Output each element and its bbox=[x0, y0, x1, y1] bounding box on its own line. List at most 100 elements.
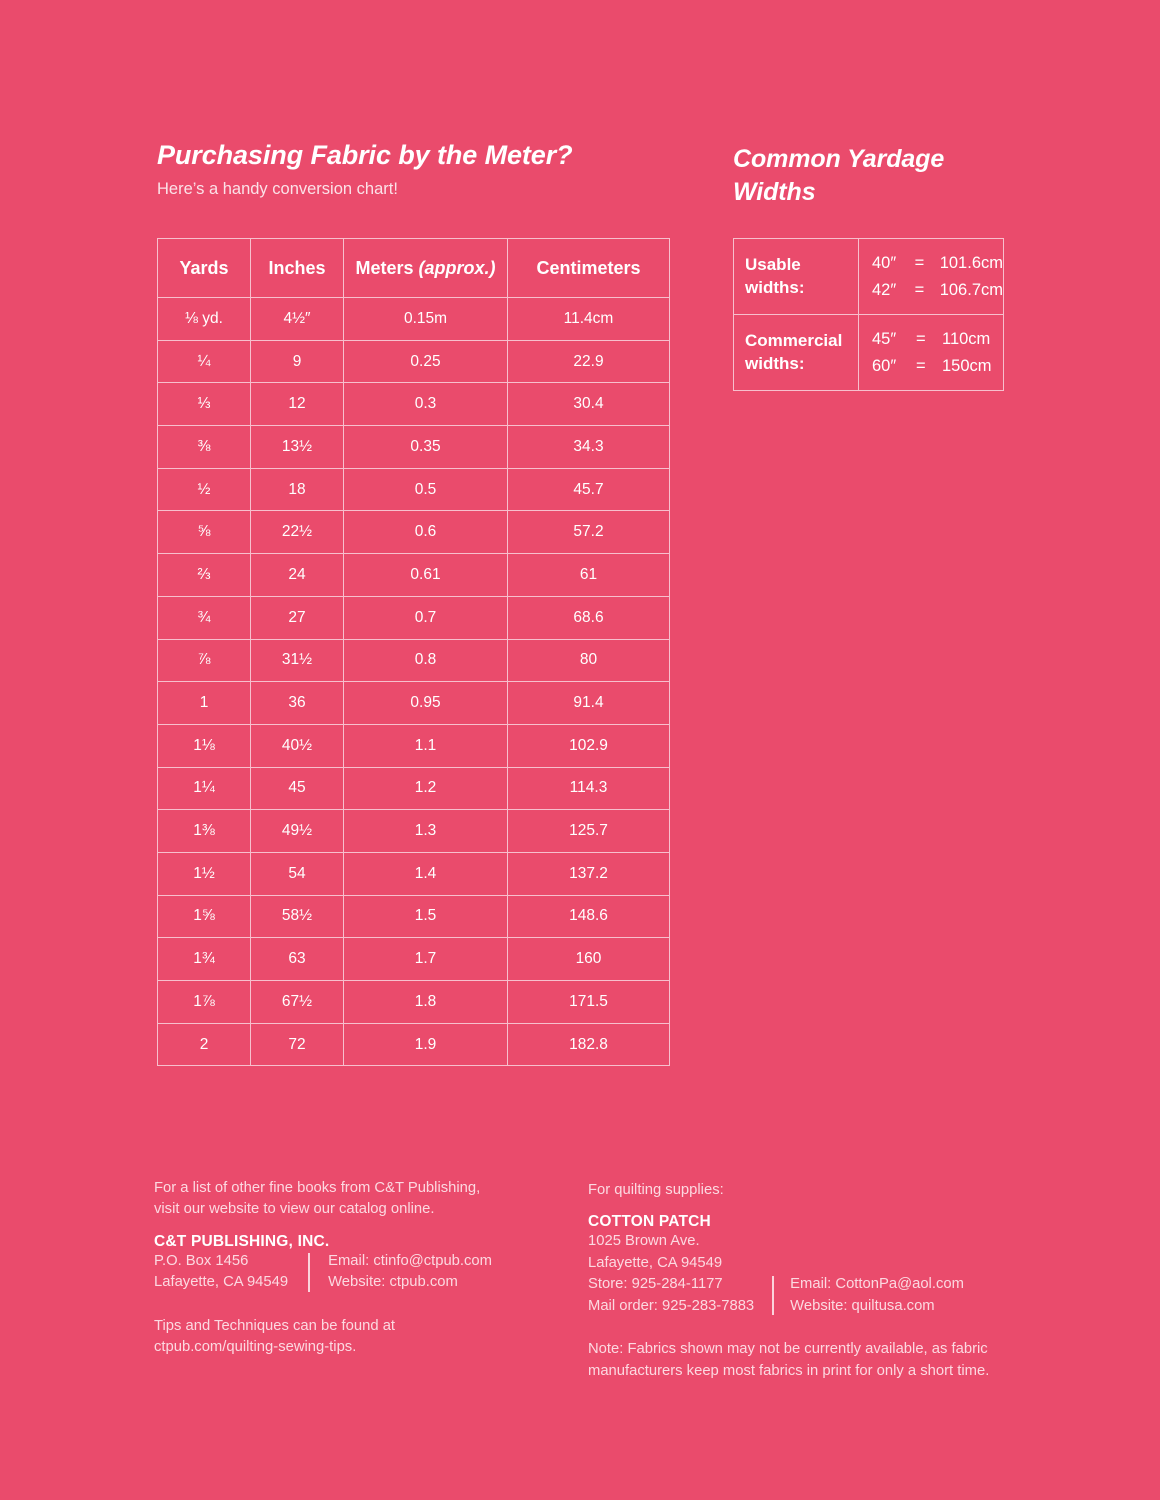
cell-yards: ⅜ bbox=[157, 425, 251, 469]
cell-inches: 18 bbox=[250, 467, 344, 512]
cell-centimeters: 148.6 bbox=[507, 894, 670, 939]
cell-yards: ¼ bbox=[157, 339, 251, 384]
ct-online-column: Email: ctinfo@ctpub.com Website: ctpub.c… bbox=[328, 1251, 492, 1294]
cell-centimeters: 34.3 bbox=[507, 425, 670, 469]
ct-address-line-2: Lafayette, CA 94549 bbox=[154, 1274, 289, 1291]
cell-meters: 0.25 bbox=[343, 339, 508, 384]
width-entry: 42″ = 106.7cm bbox=[872, 277, 1003, 304]
spacer bbox=[588, 1317, 1028, 1339]
cell-inches: 24 bbox=[250, 553, 344, 597]
cell-centimeters: 80 bbox=[507, 638, 670, 683]
right-section-heading-block: Common Yardage Widths bbox=[733, 143, 1003, 208]
widths-label: Commercial widths: bbox=[733, 314, 859, 391]
cell-yards: 1¼ bbox=[157, 766, 251, 811]
cell-meters: 1.8 bbox=[343, 980, 508, 1024]
column-header-meters-text: Meters bbox=[355, 257, 419, 278]
width-metric: 101.6cm bbox=[939, 254, 1003, 272]
cell-meters: 1.2 bbox=[343, 766, 508, 811]
cell-centimeters: 45.7 bbox=[507, 467, 670, 512]
yards-to-meters-conversion-table: Yards Inches Meters (approx.) Centimeter… bbox=[157, 238, 670, 1067]
width-equals: = bbox=[914, 280, 925, 299]
cell-inches: 12 bbox=[250, 382, 344, 427]
ct-company-name: C&T PUBLISHING, INC. bbox=[154, 1232, 330, 1250]
ct-tips-line-1: Tips and Techniques can be found at bbox=[154, 1317, 396, 1334]
footer-cotton-patch: For quilting supplies: COTTON PATCH 1025… bbox=[588, 1180, 1028, 1382]
page-subtitle: Here’s a handy conversion chart! bbox=[157, 180, 398, 199]
spacer bbox=[588, 1201, 1028, 1213]
table-row: ⅓ 12 0.3 30.4 bbox=[157, 382, 670, 427]
table-row: 1⅞ 67½ 1.8 171.5 bbox=[157, 980, 670, 1024]
cell-meters: 1.3 bbox=[343, 809, 508, 853]
cell-inches: 63 bbox=[250, 937, 344, 981]
table-row: 1¼ 45 1.2 114.3 bbox=[157, 766, 670, 811]
common-yardage-widths-table: Usable widths: 40″ = 101.6cm 42″ = 106.7cm Comm… bbox=[733, 238, 1004, 391]
width-equals: = bbox=[916, 330, 926, 348]
table-row: 1¾ 63 1.7 160 bbox=[157, 937, 670, 981]
table-row: ¼ 9 0.25 22.9 bbox=[157, 339, 670, 384]
cell-inches: 54 bbox=[250, 851, 344, 896]
cell-centimeters: 61 bbox=[507, 553, 670, 597]
table-row: ⅜ 13½ 0.35 34.3 bbox=[157, 425, 670, 469]
table-row: ⅔ 24 0.61 61 bbox=[157, 553, 670, 597]
column-header-yards: Yards bbox=[157, 238, 251, 298]
width-entry: 45″ = 110cm bbox=[872, 326, 1003, 353]
vertical-divider bbox=[772, 1276, 775, 1316]
footer-ct-publishing: For a list of other fine books from C&T … bbox=[154, 1178, 524, 1359]
table-row: 1⅝ 58½ 1.5 148.6 bbox=[157, 894, 670, 939]
ct-address-column: P.O. Box 1456 Lafayette, CA 94549 bbox=[154, 1251, 288, 1294]
cell-meters: 1.9 bbox=[343, 1022, 508, 1067]
ct-tips-line-2[interactable]: ctpub.com/quilting-sewing-tips. bbox=[154, 1339, 357, 1356]
cell-centimeters: 30.4 bbox=[507, 382, 670, 427]
cell-yards: ⅝ bbox=[157, 510, 251, 555]
ct-email[interactable]: Email: ctinfo@ctpub.com bbox=[328, 1252, 492, 1269]
cp-store-phone[interactable]: Store: 925-284-1177 bbox=[588, 1276, 723, 1293]
cell-centimeters: 125.7 bbox=[507, 809, 670, 853]
cell-inches: 58½ bbox=[250, 894, 344, 939]
width-metric: 150cm bbox=[942, 356, 992, 375]
width-equals: = bbox=[916, 356, 926, 375]
ct-website[interactable]: Website: ctpub.com bbox=[328, 1274, 458, 1291]
width-metric: 110cm bbox=[942, 330, 991, 348]
cell-yards: 1⅞ bbox=[157, 980, 251, 1024]
cp-contact-columns: Store: 925-284-1177 Mail order: 925-283-… bbox=[588, 1274, 1028, 1317]
ct-intro-line-2: visit our website to view our catalog on… bbox=[154, 1201, 435, 1218]
table-row: 1⅛ 40½ 1.1 102.9 bbox=[157, 723, 670, 768]
cell-meters: 0.61 bbox=[343, 553, 508, 597]
cell-centimeters: 57.2 bbox=[507, 510, 670, 555]
common-yardage-widths-title: Common Yardage Widths bbox=[733, 145, 945, 206]
cell-meters: 0.35 bbox=[343, 425, 508, 469]
widths-row: Commercial widths: 45″ = 110cm 60″ = 150cm bbox=[733, 314, 1004, 391]
cp-note-line-1: Note: Fabrics shown may not be currently… bbox=[588, 1341, 988, 1358]
cp-email[interactable]: Email: CottonPa@aol.com bbox=[790, 1276, 964, 1293]
cp-note-line-2: manufacturers keep most fabrics in print… bbox=[588, 1362, 990, 1379]
cell-yards: 1⅝ bbox=[157, 894, 251, 939]
widths-values: 40″ = 101.6cm 42″ = 106.7cm bbox=[858, 238, 1004, 315]
cp-website[interactable]: Website: quiltusa.com bbox=[790, 1297, 935, 1314]
table-row: ⅞ 31½ 0.8 80 bbox=[157, 638, 670, 683]
cell-inches: 40½ bbox=[250, 723, 344, 768]
cell-yards: ½ bbox=[157, 467, 251, 512]
cell-yards: 1⅜ bbox=[157, 809, 251, 853]
widths-values: 45″ = 110cm 60″ = 150cm bbox=[858, 314, 1004, 391]
cell-yards: 1¾ bbox=[157, 937, 251, 981]
cell-yards: ⅔ bbox=[157, 553, 251, 597]
cell-inches: 4½″ bbox=[250, 297, 344, 341]
cell-centimeters: 11.4cm bbox=[507, 297, 670, 341]
cp-mail-order-phone[interactable]: Mail order: 925-283-7883 bbox=[588, 1297, 755, 1314]
left-section-heading-block: Purchasing Fabric by the Meter? Here’s a… bbox=[157, 140, 670, 200]
cell-inches: 45 bbox=[250, 766, 344, 811]
table-row: ⅝ 22½ 0.6 57.2 bbox=[157, 510, 670, 555]
cell-centimeters: 160 bbox=[507, 937, 670, 981]
table-header-row: Yards Inches Meters (approx.) Centimeter… bbox=[157, 238, 670, 298]
table-row: ½ 18 0.5 45.7 bbox=[157, 467, 670, 512]
spacer bbox=[154, 1294, 524, 1316]
cell-inches: 22½ bbox=[250, 510, 344, 555]
width-inches: 42″ bbox=[872, 280, 897, 299]
widths-label: Usable widths: bbox=[733, 238, 859, 315]
cell-inches: 36 bbox=[250, 681, 344, 725]
width-inches: 60″ bbox=[872, 356, 897, 375]
width-entry: 40″ = 101.6cm bbox=[872, 250, 1003, 277]
cell-inches: 49½ bbox=[250, 809, 344, 853]
cell-yards: ¾ bbox=[157, 595, 251, 640]
page-title: Purchasing Fabric by the Meter? bbox=[157, 140, 573, 170]
